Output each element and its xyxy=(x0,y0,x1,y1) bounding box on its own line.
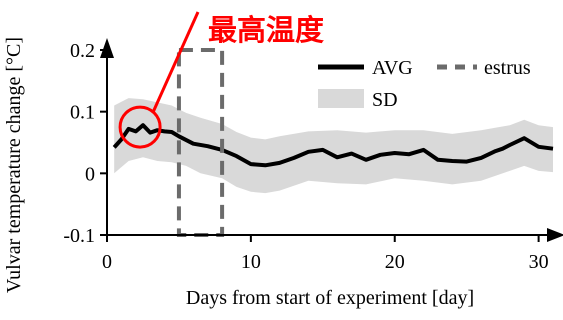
y-axis-title: Vulvar temperature change [°C] xyxy=(3,37,25,293)
y-tick-label: 0 xyxy=(85,163,95,185)
y-tick-label: -0.1 xyxy=(63,225,95,247)
legend: AVG estrus SD xyxy=(318,57,531,111)
x-axis-arrowhead xyxy=(547,228,563,242)
y-tick-label: 0.1 xyxy=(70,102,95,124)
x-ticks: 0 10 20 30 xyxy=(102,235,549,273)
avg-series-line xyxy=(112,123,554,168)
legend-estrus-label: estrus xyxy=(484,57,531,79)
x-tick-label: 20 xyxy=(385,251,405,273)
legend-avg-label: AVG xyxy=(372,57,413,79)
x-tick-label: 0 xyxy=(102,251,112,273)
x-tick-label: 10 xyxy=(241,251,261,273)
legend-sd-swatch xyxy=(318,89,364,108)
annotation-pointer-line xyxy=(151,11,200,113)
peak-temperature-annotation: 最高温度 xyxy=(208,13,324,47)
y-axis-arrowhead xyxy=(100,38,114,58)
peak-highlight-circle xyxy=(118,105,162,149)
x-axis-title: Days from start of experiment [day] xyxy=(186,287,474,309)
y-tick-label: 0.2 xyxy=(70,40,95,62)
x-tick-label: 30 xyxy=(529,251,549,273)
y-ticks: -0.1 0 0.1 0.2 xyxy=(63,40,107,247)
legend-sd-label: SD xyxy=(372,89,398,111)
